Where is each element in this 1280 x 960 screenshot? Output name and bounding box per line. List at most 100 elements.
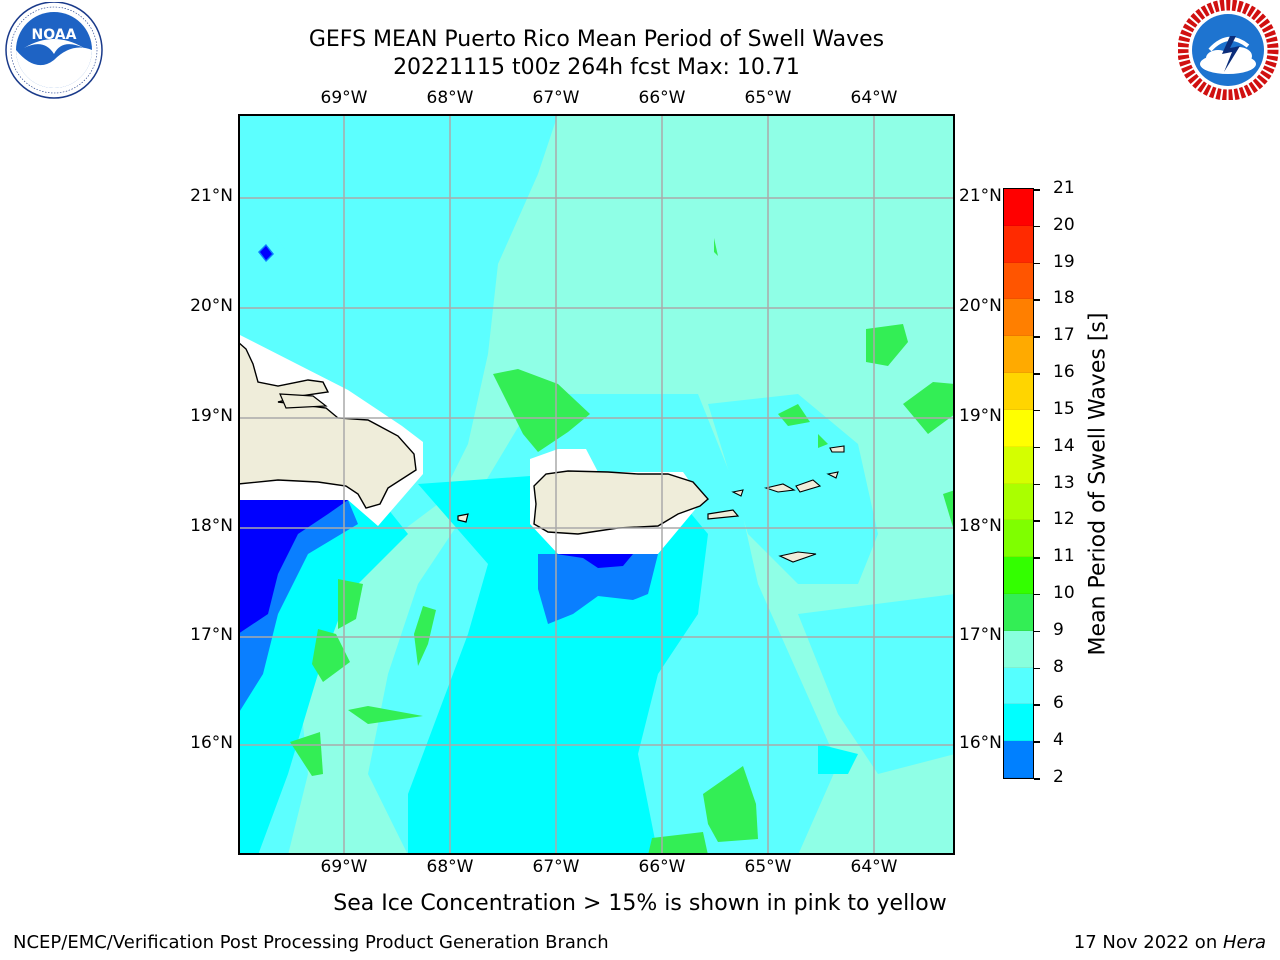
lon-label-top: 65°W [744,88,792,108]
anegada-island [829,445,845,453]
colorbar-tick-label: 16 [1053,362,1075,383]
footer-date: 17 Nov 2022 on [1073,932,1223,953]
colorbar-label: Mean Period of Swell Waves [s] [1085,312,1111,656]
colorbar-tick-mark [1034,630,1040,633]
colorbar-ticks: 21 20 19 18 17 16 15 14 13 12 11 10 9 8 6 4 2 [1034,178,1094,790]
colorbar-tick-label: 14 [1053,435,1075,456]
colorbar-swatch [1004,630,1033,668]
footer-left: NCEP/EMC/Verification Post Processing Pr… [13,932,609,953]
lat-label-left: 20°N [190,296,233,316]
lon-label-bottom: 64°W [850,857,898,877]
colorbar-tick-mark [1034,704,1040,706]
virgin-islands-tortola [826,471,839,479]
colorbar-tick-label: 19 [1053,251,1075,272]
lon-label-top: 69°W [320,88,368,108]
noaa-logo-icon: NOAA [5,2,103,99]
contour-band-10 [348,706,423,724]
vieques-island [707,509,740,520]
map-plot [238,114,955,855]
hispaniola-bay [279,393,328,409]
colorbar-swatch [1004,520,1033,558]
footer-host: Hera [1222,932,1266,953]
contour-band-2 [556,554,633,568]
lat-label-right: 17°N [959,625,1002,645]
colorbar-tick-label: 10 [1053,582,1075,603]
puerto-rico-land [533,470,709,535]
lat-label-right: 18°N [959,516,1002,536]
contour-band-10 [903,382,955,434]
colorbar-tick-mark [1034,189,1040,191]
noaa-logo-text: NOAA [32,27,77,43]
colorbar-swatch [1004,373,1033,410]
contour-band-10 [414,606,436,666]
contour-band-10 [493,369,590,452]
contour-band-6 [818,744,858,774]
chart-title-line1: GEFS MEAN Puerto Rico Mean Period of Swe… [308,27,885,52]
colorbar-tick-label: 11 [1053,546,1075,567]
hispaniola-land [238,341,417,509]
colorbar-tick-label: 18 [1053,288,1075,309]
colorbar-tick-mark [1034,778,1040,780]
virgin-islands-st-john [795,479,822,493]
colorbar-swatch [1004,483,1033,521]
lon-label-top: 64°W [850,88,898,108]
culebra-island [731,489,744,497]
colorbar-swatch [1004,704,1033,742]
contour-band-10 [312,629,350,682]
colorbar-swatch [1004,299,1033,337]
sea-ice-caption: Sea Ice Concentration > 15% is shown in … [333,891,947,916]
lat-label-left: 21°N [190,186,233,206]
contour-band-2 [260,246,272,260]
chart-title-line2: 20221115 t00z 264h fcst Max: 10.71 [393,55,800,80]
lat-label-left: 16°N [190,733,233,753]
contour-band-10 [290,732,323,776]
colorbar-tick-label: 17 [1053,325,1075,346]
contour-band-2 [238,500,348,634]
colorbar-tick-mark [1034,225,1040,228]
colorbar-tick-label: 6 [1053,693,1064,714]
colorbar-tick-label: 20 [1053,214,1075,235]
lat-label-right: 20°N [959,296,1002,316]
contour-band-10 [818,434,828,448]
colorbar-tick-label: 9 [1053,619,1064,640]
contour-band-10 [703,766,758,842]
contour-band-10 [714,238,718,256]
graticule [238,114,955,855]
colorbar-tick-mark [1034,373,1040,375]
contour-band-10 [648,832,708,855]
colorbar-swatch [1004,741,1033,778]
colorbar-swatch [1004,409,1033,447]
contour-band-10 [866,324,908,366]
contour-band-8 [798,594,955,774]
lon-label-top: 68°W [426,88,474,108]
colorbar-tick-mark [1034,593,1040,596]
colorbar-tick-label: 15 [1053,398,1075,419]
footer-right: 17 Nov 2022 on Hera [1074,932,1266,953]
colorbar-tick-mark [1034,557,1040,559]
colorbar-swatch [1004,446,1033,484]
colorbar-tick-label: 8 [1053,656,1064,677]
colorbar-swatch [1004,189,1033,226]
colorbar-tick-label: 12 [1053,509,1075,530]
colorbar-tick-mark [1034,262,1040,265]
lat-label-right: 21°N [959,186,1002,206]
colorbar-swatches [1004,189,1033,778]
lon-label-top: 66°W [638,88,686,108]
nws-logo-icon [1178,0,1279,100]
lon-label-bottom: 69°W [320,857,368,877]
contour-band-10 [778,404,810,426]
colorbar-tick-label: 21 [1053,178,1075,198]
colorbar-tick-label: 13 [1053,472,1075,493]
colorbar-tick-mark [1034,667,1040,670]
lon-label-bottom: 66°W [638,857,686,877]
lon-label-top: 67°W [532,88,580,108]
colorbar-tick-mark [1034,336,1040,338]
lat-label-left: 17°N [190,625,233,645]
colorbar-tick-mark [1034,520,1040,522]
colorbar-tick-mark [1034,409,1040,412]
contour-band-4 [538,554,658,624]
colorbar-tick-mark [1034,483,1040,485]
lon-label-bottom: 67°W [532,857,580,877]
mona-island [457,513,469,523]
lon-label-bottom: 65°W [744,857,792,877]
